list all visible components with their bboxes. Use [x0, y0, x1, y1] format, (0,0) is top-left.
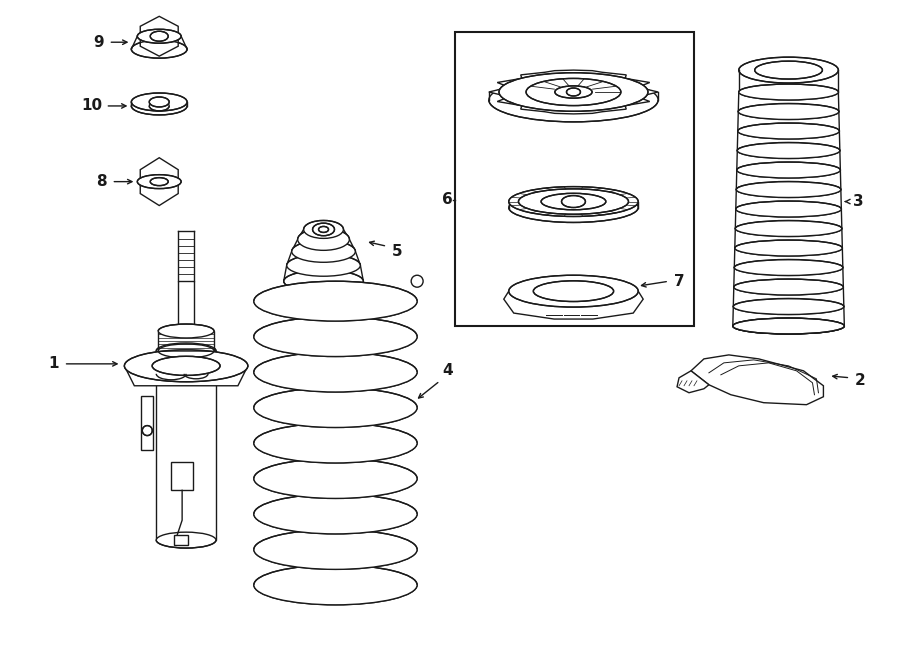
Ellipse shape	[157, 532, 216, 548]
Ellipse shape	[142, 426, 152, 436]
Polygon shape	[677, 371, 709, 393]
Ellipse shape	[131, 40, 187, 58]
Ellipse shape	[737, 143, 840, 159]
Polygon shape	[140, 158, 178, 206]
Ellipse shape	[254, 529, 417, 569]
Ellipse shape	[735, 221, 842, 237]
Ellipse shape	[254, 459, 417, 498]
Ellipse shape	[508, 186, 638, 217]
Text: 8: 8	[96, 174, 107, 189]
Polygon shape	[489, 70, 658, 114]
Bar	[158, 331, 214, 351]
Text: 6: 6	[442, 192, 453, 207]
Ellipse shape	[158, 344, 214, 358]
Ellipse shape	[734, 240, 842, 256]
Ellipse shape	[138, 29, 181, 43]
Ellipse shape	[157, 343, 216, 359]
Ellipse shape	[124, 350, 248, 382]
Polygon shape	[504, 291, 644, 319]
Ellipse shape	[755, 61, 823, 79]
Ellipse shape	[254, 565, 417, 605]
Ellipse shape	[734, 299, 844, 315]
Ellipse shape	[150, 178, 168, 186]
Text: 3: 3	[853, 194, 864, 209]
Text: 10: 10	[81, 98, 102, 114]
Ellipse shape	[734, 279, 843, 295]
Ellipse shape	[736, 182, 841, 198]
Ellipse shape	[298, 229, 349, 251]
Text: 2: 2	[855, 373, 866, 388]
Bar	[157, 351, 216, 540]
Ellipse shape	[254, 494, 417, 534]
Bar	[178, 281, 194, 341]
Ellipse shape	[541, 193, 606, 210]
Ellipse shape	[254, 387, 417, 428]
Bar	[455, 32, 694, 326]
Text: 7: 7	[674, 274, 684, 289]
Ellipse shape	[292, 241, 356, 262]
Ellipse shape	[736, 201, 842, 217]
Ellipse shape	[149, 97, 169, 107]
Ellipse shape	[138, 175, 181, 188]
Ellipse shape	[733, 318, 844, 334]
Polygon shape	[284, 265, 364, 281]
Ellipse shape	[254, 423, 417, 463]
Ellipse shape	[739, 84, 839, 100]
Polygon shape	[691, 355, 824, 405]
Bar	[141, 396, 153, 451]
Polygon shape	[298, 229, 349, 239]
Polygon shape	[292, 239, 356, 251]
Ellipse shape	[555, 86, 592, 98]
Ellipse shape	[312, 223, 335, 236]
Ellipse shape	[254, 317, 417, 356]
Ellipse shape	[150, 31, 168, 41]
Ellipse shape	[733, 318, 844, 334]
Polygon shape	[287, 251, 360, 265]
Ellipse shape	[287, 254, 360, 276]
Ellipse shape	[158, 324, 214, 338]
Ellipse shape	[319, 227, 328, 233]
Ellipse shape	[566, 88, 580, 96]
Polygon shape	[124, 366, 248, 386]
Ellipse shape	[508, 192, 638, 223]
Ellipse shape	[518, 189, 628, 214]
Ellipse shape	[131, 93, 187, 111]
Ellipse shape	[738, 104, 839, 120]
Ellipse shape	[526, 79, 621, 106]
Ellipse shape	[734, 260, 842, 276]
Ellipse shape	[508, 275, 638, 307]
Ellipse shape	[737, 162, 841, 178]
Polygon shape	[140, 17, 178, 56]
Text: 1: 1	[49, 356, 58, 371]
Ellipse shape	[284, 270, 364, 292]
Ellipse shape	[152, 356, 220, 375]
Ellipse shape	[534, 281, 614, 301]
Ellipse shape	[489, 78, 658, 122]
Circle shape	[411, 275, 423, 287]
Ellipse shape	[562, 196, 585, 208]
Ellipse shape	[739, 57, 839, 83]
Ellipse shape	[131, 97, 187, 115]
Ellipse shape	[303, 221, 344, 239]
Ellipse shape	[149, 101, 169, 111]
Ellipse shape	[738, 123, 840, 139]
Text: 4: 4	[443, 364, 454, 378]
Ellipse shape	[254, 281, 417, 321]
Text: 9: 9	[94, 35, 104, 50]
Ellipse shape	[499, 73, 648, 111]
Bar	[171, 463, 194, 490]
Ellipse shape	[254, 352, 417, 392]
Bar	[175, 535, 188, 545]
Text: 5: 5	[392, 244, 402, 259]
